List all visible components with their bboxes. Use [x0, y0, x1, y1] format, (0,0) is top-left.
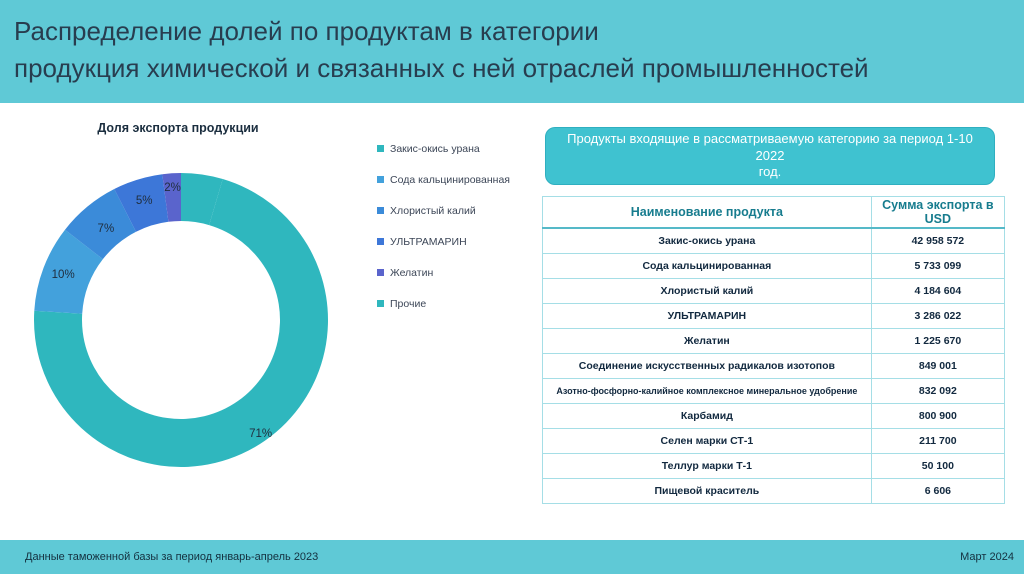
table-row-6: Азотно-фосфорно-калийное комплексное мин…	[542, 378, 1006, 404]
cell-export-sum: 3 286 022	[870, 303, 1006, 329]
header-band: Распределение долей по продуктам в катег…	[0, 0, 1024, 103]
slice-percent-label: 10%	[51, 269, 75, 282]
cell-product-name: Теллур марки Т-1	[542, 453, 872, 479]
banner-text-line1: Продукты входящие в рассматриваемую кате…	[567, 131, 973, 163]
donut-chart: 71% 10% 7% 5% 2%	[21, 160, 341, 480]
chart-legend: Закис-окись урана Сода кальцинированная Хл…	[377, 133, 510, 319]
cell-product-name: Соединение искусственных радикалов изото…	[542, 353, 872, 379]
donut-slice-2	[34, 229, 103, 314]
legend-item-3: УЛЬТРАМАРИН	[377, 226, 510, 257]
legend-swatch	[377, 300, 384, 307]
cell-product-name: Азотно-фосфорно-калийное комплексное мин…	[542, 378, 872, 404]
legend-label: Хлористый калий	[390, 204, 476, 217]
legend-item-5: Прочие	[377, 288, 510, 319]
chart-title: Доля экспорта продукции	[97, 121, 259, 135]
cell-export-sum: 5 733 099	[870, 253, 1006, 279]
cell-export-sum: 1 225 670	[870, 328, 1006, 354]
footer-source-note: Данные таможенной базы за период январь-…	[25, 551, 319, 563]
cell-export-sum: 50 100	[870, 453, 1006, 479]
legend-swatch	[377, 176, 384, 183]
cell-export-sum: 42 958 572	[870, 227, 1006, 254]
legend-label: Закис-окись урана	[390, 142, 480, 155]
table-row-4: Желатин 1 225 670	[542, 328, 1006, 354]
cell-product-name: Сода кальцинированная	[542, 253, 872, 279]
legend-item-1: Сода кальцинированная	[377, 164, 510, 195]
table-header-row: Наименование продукта Сумма экспорта в U…	[542, 196, 1006, 229]
cell-product-name: Желатин	[542, 328, 872, 354]
cell-product-name: Пищевой краситель	[542, 478, 872, 504]
slice-percent-label: 5%	[135, 194, 153, 207]
table-row-0: Закис-окись урана 42 958 572	[542, 227, 1006, 254]
legend-item-2: Хлористый калий	[377, 195, 510, 226]
donut-slice-5	[162, 173, 181, 222]
products-table-head: Наименование продукта Сумма экспорта в U…	[542, 196, 1006, 229]
cell-export-sum: 211 700	[870, 428, 1006, 454]
cell-product-name: Хлористый калий	[542, 278, 872, 304]
donut-svg	[33, 173, 328, 467]
donut-slice-3	[65, 189, 137, 260]
table-row-3: УЛЬТРАМАРИН 3 286 022	[542, 303, 1006, 329]
legend-label: Сода кальцинированная	[390, 173, 510, 186]
column-header-product-name: Наименование продукта	[542, 196, 872, 229]
table-row-1: Сода кальцинированная 5 733 099	[542, 253, 1006, 279]
content-area: Доля экспорта продукции 71% 10% 7% 5% 2% Зак…	[0, 103, 1024, 540]
legend-label: Прочие	[390, 297, 427, 310]
cell-product-name: Карбамид	[542, 403, 872, 429]
page-title-line2: продукция химической и связанных с ней о…	[14, 53, 869, 83]
products-table-body: Закис-окись урана 42 958 572 Сода кальцини…	[542, 227, 1006, 504]
products-table: Наименование продукта Сумма экспорта в U…	[542, 196, 1006, 504]
slice-percent-label: 7%	[97, 223, 115, 235]
cell-export-sum: 4 184 604	[870, 278, 1006, 304]
legend-swatch	[377, 207, 384, 214]
legend-item-0: Закис-окись урана	[377, 133, 510, 164]
banner-text-line2: год.	[758, 164, 782, 179]
legend-swatch	[377, 269, 384, 276]
donut-slice-0	[181, 173, 223, 226]
table-row-10: Пищевой краситель 6 606	[542, 478, 1006, 504]
cell-export-sum: 832 092	[870, 378, 1006, 404]
table-row-5: Соединение искусственных радикалов изото…	[542, 353, 1006, 379]
column-header-export-sum: Сумма экспорта в USD	[870, 196, 1006, 229]
slice-percent-label: 71%	[249, 427, 273, 440]
donut-slice-4	[114, 174, 169, 232]
legend-swatch	[377, 238, 384, 245]
legend-swatch	[377, 145, 384, 152]
footer-band: Данные таможенной базы за период январь-…	[0, 540, 1024, 574]
table-row-9: Теллур марки Т-1 50 100	[542, 453, 1006, 479]
table-row-2: Хлористый калий 4 184 604	[542, 278, 1006, 304]
slice-percent-label: 2%	[164, 182, 181, 195]
legend-label: Желатин	[390, 266, 434, 279]
cell-export-sum: 800 900	[870, 403, 1006, 429]
cell-export-sum: 6 606	[870, 478, 1006, 504]
cell-product-name: Селен марки СТ-1	[542, 428, 872, 454]
table-row-7: Карбамид 800 900	[542, 403, 1006, 429]
donut-slice-1	[33, 179, 328, 467]
legend-label: УЛЬТРАМАРИН	[390, 235, 467, 248]
table-row-8: Селен марки СТ-1 211 700	[542, 428, 1006, 454]
page-title-line1: Распределение долей по продуктам в катег…	[14, 16, 599, 46]
cell-export-sum: 849 001	[870, 353, 1006, 379]
footer-date: Март 2024	[960, 551, 1014, 563]
legend-item-4: Желатин	[377, 257, 510, 288]
category-banner: Продукты входящие в рассматриваемую кате…	[545, 127, 995, 185]
cell-product-name: УЛЬТРАМАРИН	[542, 303, 872, 329]
cell-product-name: Закис-окись урана	[542, 227, 872, 254]
